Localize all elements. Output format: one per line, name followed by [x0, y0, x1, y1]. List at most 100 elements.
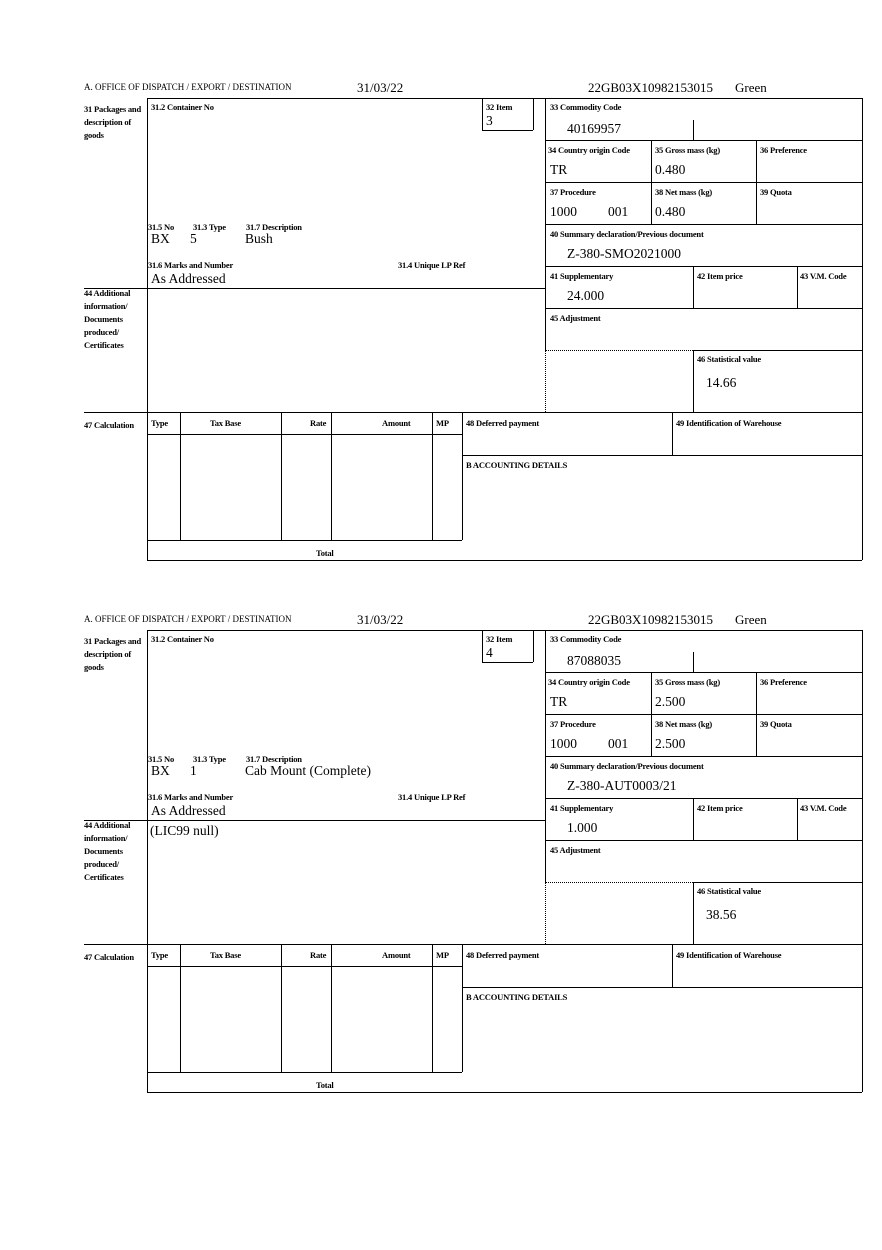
- form-border: [147, 630, 862, 631]
- summary-value: Z-380-SMO2021000: [567, 246, 681, 261]
- procedure-value: 1000: [550, 736, 577, 751]
- form-border: [331, 412, 332, 540]
- item-value: 3: [486, 113, 493, 128]
- calculation-label: 47 Calculation: [84, 420, 134, 430]
- form-border: [693, 120, 694, 140]
- calculation-label: 47 Calculation: [84, 952, 134, 962]
- form-border: [862, 98, 863, 560]
- amount-header: Amount: [382, 950, 411, 960]
- vm-code-label: 43 V.M. Code: [800, 271, 847, 281]
- amount-header: Amount: [382, 418, 411, 428]
- packages-label: 31 Packages and description of goods: [84, 636, 141, 672]
- procedure-code-value: 001: [608, 736, 629, 751]
- rate-header: Rate: [310, 950, 327, 960]
- form-border: [462, 944, 463, 1072]
- form-border: [672, 412, 673, 455]
- item-label: 32 Item: [486, 102, 513, 112]
- item-label: 32 Item: [486, 634, 513, 644]
- form-border: [84, 944, 862, 945]
- package-count-value: 5: [190, 231, 197, 246]
- supplementary-value: 1.000: [567, 820, 598, 835]
- form-border: [331, 944, 332, 1072]
- commodity-value: 40169957: [567, 121, 621, 136]
- quota-label: 39 Quota: [760, 719, 792, 729]
- form-border: [797, 266, 798, 308]
- form-border: [180, 412, 181, 540]
- form-border: [651, 672, 652, 756]
- item-price-label: 42 Item price: [697, 803, 743, 813]
- statistical-value: 14.66: [706, 375, 737, 390]
- form-border: [432, 944, 433, 1072]
- statistical-label: 46 Statistical value: [697, 886, 761, 896]
- supplementary-label: 41 Supplementary: [550, 271, 614, 281]
- summary-value: Z-380-AUT0003/21: [567, 778, 677, 793]
- commodity-label: 33 Commodity Code: [550, 102, 622, 112]
- gross-value: 0.480: [655, 162, 686, 177]
- marks-label: 31.6 Marks and Number: [148, 792, 234, 802]
- gross-label: 35 Gross mass (kg): [655, 145, 720, 155]
- container-label: 31.2 Container No: [151, 102, 214, 112]
- form-border: [693, 882, 862, 883]
- reference-number: 22GB03X10982153015: [588, 612, 713, 627]
- form-border: [147, 98, 148, 560]
- form-border: [84, 820, 545, 821]
- marks-value: As Addressed: [151, 803, 226, 818]
- form-border: [147, 540, 462, 541]
- packages-label: 31 Packages and description of goods: [84, 104, 141, 140]
- no-label: 31.5 No: [148, 754, 174, 764]
- warehouse-label: 49 Identification of Warehouse: [676, 418, 782, 428]
- form-border: [482, 98, 483, 130]
- commodity-value: 87088035: [567, 653, 621, 668]
- form-border: [147, 630, 148, 1092]
- form-border: [545, 140, 862, 141]
- form-border: [651, 140, 652, 224]
- form-border: [545, 840, 862, 841]
- dotted-divider: [545, 350, 693, 351]
- declaration-item-block: A. OFFICE OF DISPATCH / EXPORT / DESTINA…: [0, 612, 882, 1112]
- summary-label: 40 Summary declaration/Previous document: [550, 761, 704, 771]
- quota-label: 39 Quota: [760, 187, 792, 197]
- mp-header: MP: [436, 418, 449, 428]
- deferred-label: 48 Deferred payment: [466, 950, 539, 960]
- marks-label: 31.6 Marks and Number: [148, 260, 234, 270]
- type-label: 31.3 Type: [193, 222, 226, 232]
- form-border: [281, 412, 282, 540]
- date: 31/03/22: [357, 80, 404, 95]
- container-label: 31.2 Container No: [151, 634, 214, 644]
- preference-label: 36 Preference: [760, 677, 807, 687]
- country-value: TR: [550, 162, 568, 177]
- form-border: [693, 350, 694, 412]
- form-border: [462, 987, 862, 988]
- dotted-divider: [545, 882, 546, 944]
- net-label: 38 Net mass (kg): [655, 719, 713, 729]
- item-price-label: 42 Item price: [697, 271, 743, 281]
- dotted-divider: [545, 350, 546, 412]
- accounting-label: B ACCOUNTING DETAILS: [466, 460, 568, 470]
- procedure-label: 37 Procedure: [550, 187, 596, 197]
- form-border: [756, 672, 757, 756]
- net-value: 0.480: [655, 204, 686, 219]
- summary-label: 40 Summary declaration/Previous document: [550, 229, 704, 239]
- country-value: TR: [550, 694, 568, 709]
- procedure-code-value: 001: [608, 204, 629, 219]
- form-border: [84, 288, 545, 289]
- status: Green: [735, 612, 767, 627]
- gross-value: 2.500: [655, 694, 686, 709]
- commodity-label: 33 Commodity Code: [550, 634, 622, 644]
- form-border: [693, 350, 862, 351]
- declaration-item-block: A. OFFICE OF DISPATCH / EXPORT / DESTINA…: [0, 80, 882, 580]
- form-border: [147, 1072, 462, 1073]
- form-border: [533, 98, 534, 130]
- tax-base-header: Tax Base: [210, 418, 241, 428]
- statistical-value: 38.56: [706, 907, 737, 922]
- mp-header: MP: [436, 950, 449, 960]
- tax-base-header: Tax Base: [210, 950, 241, 960]
- additional-label: 44 Additional information/ Documents pro…: [84, 820, 131, 882]
- deferred-label: 48 Deferred payment: [466, 418, 539, 428]
- type-label: 31.3 Type: [193, 754, 226, 764]
- form-border: [147, 98, 862, 99]
- form-border: [545, 182, 862, 183]
- package-kind-value: BX: [151, 763, 170, 778]
- additional-value: (LIC99 null): [150, 823, 219, 838]
- warehouse-label: 49 Identification of Warehouse: [676, 950, 782, 960]
